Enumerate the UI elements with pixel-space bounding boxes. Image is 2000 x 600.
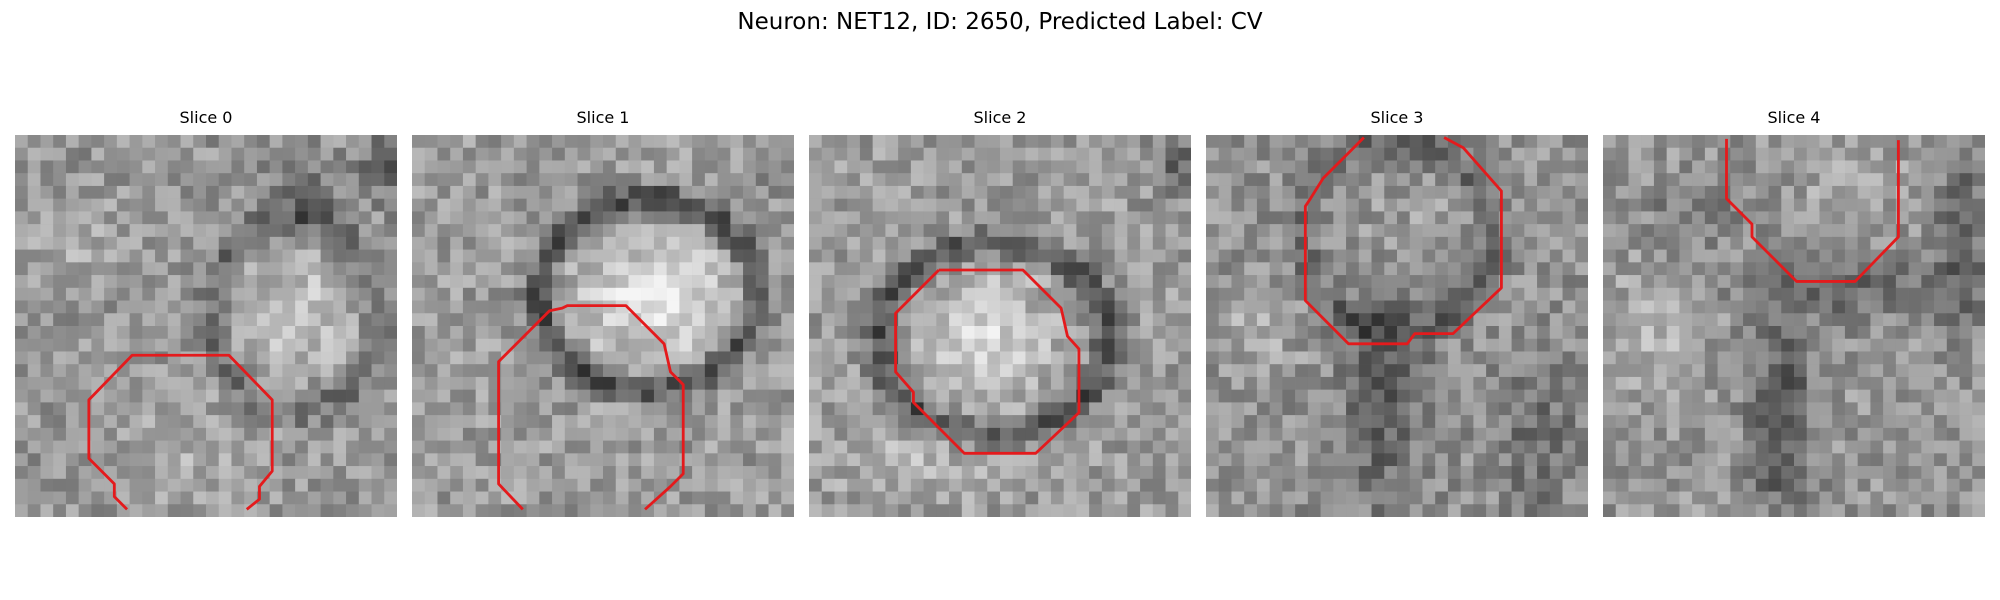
segmentation-contour [497, 304, 685, 511]
slice-title: Slice 2 [973, 108, 1027, 127]
slice-title: Slice 0 [179, 108, 233, 127]
slice-svg [809, 135, 1191, 517]
slice-title: Slice 4 [1767, 108, 1821, 127]
slice-title: Slice 3 [1370, 108, 1424, 127]
slice-svg [412, 135, 794, 517]
segmentation-contour [894, 268, 1081, 455]
slice-image [1603, 135, 1985, 517]
segmentation-contour [1303, 136, 1503, 346]
slice-image [809, 135, 1191, 517]
em-grayscale-image [809, 135, 1191, 517]
figure-title: Neuron: NET12, ID: 2650, Predicted Label… [737, 9, 1263, 35]
slice-svg [1603, 135, 1985, 517]
segmentation-contour [87, 353, 274, 511]
segmentation-contour [1725, 138, 1900, 283]
slice-svg [15, 135, 397, 517]
em-grayscale-image [412, 135, 794, 517]
slice-image [412, 135, 794, 517]
slice-svg [1206, 135, 1588, 517]
em-grayscale-image [1206, 135, 1588, 517]
slice-title: Slice 1 [576, 108, 630, 127]
em-grayscale-image [1603, 135, 1985, 517]
slice-image [15, 135, 397, 517]
slice-image [1206, 135, 1588, 517]
em-grayscale-image [15, 135, 397, 517]
